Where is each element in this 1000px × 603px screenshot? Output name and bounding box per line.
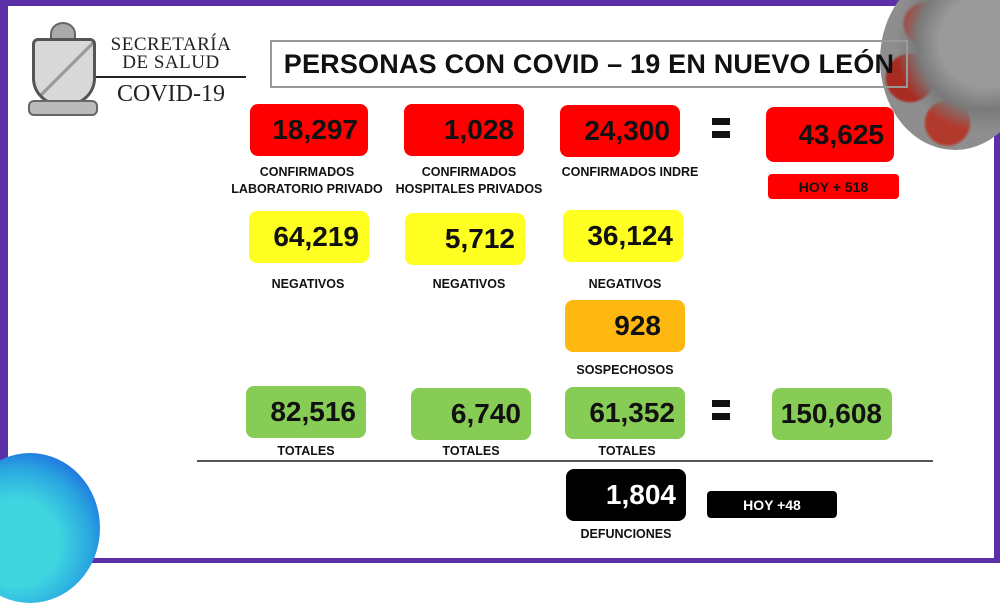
section-divider [197, 460, 933, 462]
totals-indre-value: 61,352 [565, 387, 685, 439]
equals-sign-icon [712, 118, 730, 138]
totals-hosp-value: 6,740 [411, 388, 531, 440]
slide-frame [0, 0, 1000, 563]
totals-lab-label: TOTALES [277, 444, 335, 458]
grand-total-value: 150,608 [772, 388, 892, 440]
confirmed-today-badge: HOY + 518 [768, 174, 899, 199]
negatives-hosp-label: NEGATIVOS [432, 277, 506, 291]
deaths-today-badge: HOY +48 [707, 491, 837, 518]
confirmed-lab-privado-value: 18,297 [250, 104, 368, 156]
brand-line3: COVID-19 [117, 81, 225, 107]
brand-line2: DE SALUD [122, 52, 220, 73]
confirmed-hospitales-value: 1,028 [404, 104, 524, 156]
totals-indre-label: TOTALES [598, 444, 656, 458]
deaths-value: 1,804 [566, 469, 686, 521]
label-line: CONFIRMADOS [259, 165, 355, 179]
confirmed-lab-privado-label: CONFIRMADOS LABORATORIO PRIVADO [222, 164, 392, 198]
deaths-label: DEFUNCIONES [580, 527, 672, 541]
label-line: HOSPITALES PRIVADOS [395, 182, 543, 196]
brand-line1: SECRETARÍA [110, 34, 232, 55]
label-line: CONFIRMADOS [421, 165, 517, 179]
state-coat-of-arms-icon [28, 22, 98, 117]
suspects-label: SOSPECHOSOS [576, 363, 674, 377]
suspects-value: 928 [565, 300, 685, 352]
negatives-indre-value: 36,124 [563, 210, 683, 262]
label-line: LABORATORIO PRIVADO [231, 182, 383, 196]
negatives-lab-label: NEGATIVOS [271, 277, 345, 291]
totals-hosp-label: TOTALES [442, 444, 500, 458]
confirmed-indre-value: 24,300 [560, 105, 680, 157]
equals-sign-icon [712, 400, 730, 420]
negatives-hosp-value: 5,712 [405, 213, 525, 265]
negatives-indre-label: NEGATIVOS [588, 277, 662, 291]
totals-lab-value: 82,516 [246, 386, 366, 438]
brand-divider [96, 76, 246, 78]
confirmed-total-value: 43,625 [766, 107, 894, 162]
negatives-lab-value: 64,219 [249, 211, 369, 263]
page-title: PERSONAS CON COVID – 19 EN NUEVO LEÓN [270, 40, 908, 88]
brand-block: SECRETARÍA DE SALUD COVID-19 [96, 34, 246, 107]
confirmed-indre-label: CONFIRMADOS INDRE [561, 165, 699, 179]
confirmed-hospitales-label: CONFIRMADOS HOSPITALES PRIVADOS [394, 164, 544, 198]
